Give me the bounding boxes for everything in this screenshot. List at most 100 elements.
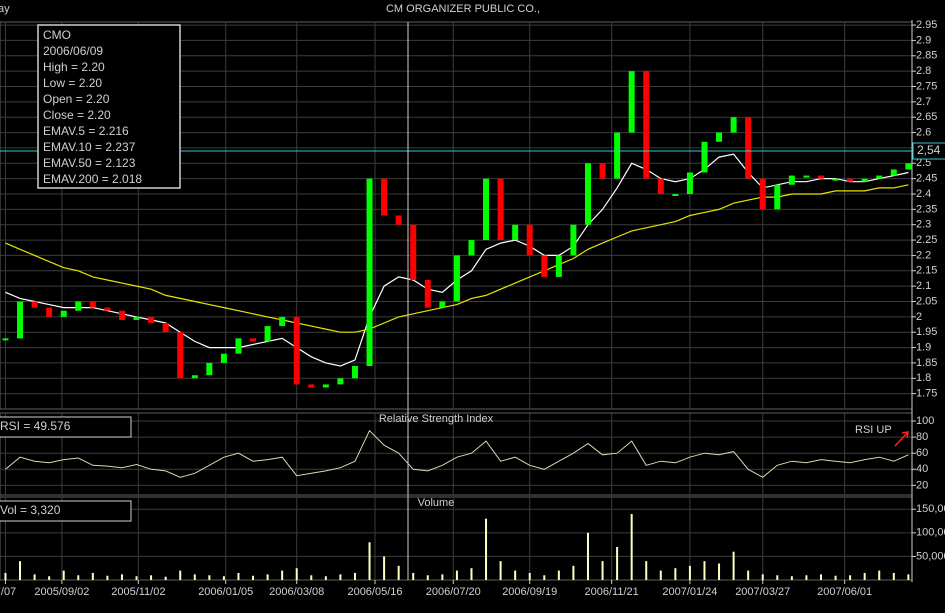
volume-bar xyxy=(805,575,808,580)
volume-bar xyxy=(441,574,444,580)
candle xyxy=(206,362,213,376)
volume-bar xyxy=(252,575,255,580)
panel-title: Volume xyxy=(418,497,455,509)
y-tick-label: 40 xyxy=(916,463,928,475)
candle xyxy=(439,301,446,308)
volume-bar xyxy=(455,570,458,580)
candle xyxy=(264,326,271,342)
candle xyxy=(322,384,329,388)
candle xyxy=(672,194,679,196)
candle xyxy=(570,224,577,256)
volume-bar xyxy=(237,572,240,580)
volume-bar xyxy=(266,574,269,580)
candle xyxy=(599,163,606,179)
candle xyxy=(526,224,533,256)
volume-bar xyxy=(747,570,750,580)
y-tick-label: 1.95 xyxy=(916,326,937,338)
volume-bar xyxy=(19,561,22,580)
y-tick-label: 1.85 xyxy=(916,357,937,369)
candle xyxy=(381,178,388,216)
candle xyxy=(555,255,562,277)
chart-title: CM ORGANIZER PUBLIC CO., xyxy=(386,3,540,15)
volume-bar xyxy=(179,570,182,580)
candle xyxy=(104,307,111,311)
candle xyxy=(250,338,257,342)
candle xyxy=(133,316,140,320)
x-tick-label: 2007/03/27 xyxy=(735,586,790,598)
y-tick-label: 2.5 xyxy=(916,157,931,169)
candle xyxy=(890,169,897,176)
volume-bar xyxy=(383,556,386,580)
y-tick-label: 2.3 xyxy=(916,219,931,231)
volume-bar xyxy=(426,575,429,580)
info-box xyxy=(37,24,181,189)
volume-bar xyxy=(907,574,910,580)
info-line: EMAV.50 = 2.123 xyxy=(43,156,136,170)
rsi-line xyxy=(5,429,909,478)
ema-line xyxy=(5,184,909,333)
volume-bar xyxy=(718,563,721,580)
candle xyxy=(31,301,38,308)
volume-bar xyxy=(703,561,706,580)
panel-label-box xyxy=(0,416,132,438)
candle xyxy=(861,178,868,182)
panel-title: Relative Strength Index xyxy=(379,413,494,425)
candle xyxy=(774,184,781,210)
y-tick-label: 2.85 xyxy=(916,50,937,62)
candle xyxy=(162,323,169,333)
panel-label-box xyxy=(0,500,132,522)
y-tick-label: 100 xyxy=(916,415,934,427)
y-tick-label: 150,000 xyxy=(916,503,945,515)
volume-bar xyxy=(645,561,648,580)
candle xyxy=(716,132,723,142)
candle xyxy=(745,117,752,179)
volume-bar xyxy=(688,565,691,580)
candle xyxy=(2,338,9,341)
y-tick-label: 2.7 xyxy=(916,96,931,108)
candle xyxy=(89,301,96,308)
panel-label: Vol = 3,320 xyxy=(0,503,61,517)
volume-bar xyxy=(674,568,677,580)
volume-bar xyxy=(761,574,764,580)
y-tick-label: 50,000 xyxy=(916,550,945,562)
volume-bar xyxy=(834,575,837,580)
x-tick-label: 2006/09/19 xyxy=(502,586,557,598)
x-tick-label: 2006/07/20 xyxy=(426,586,481,598)
x-tick-label: 2006/01/05 xyxy=(198,586,253,598)
volume-bar xyxy=(849,575,852,580)
volume-bar xyxy=(776,575,779,580)
volume-bar xyxy=(878,570,881,580)
volume-bar xyxy=(33,574,36,580)
x-tick-label: 2007/01/24 xyxy=(662,586,717,598)
x-tick-label: 2007/06/01 xyxy=(817,586,872,598)
volume-bar xyxy=(659,570,662,580)
volume-bar xyxy=(120,574,123,580)
candle xyxy=(686,172,693,194)
volume-bar xyxy=(412,572,415,580)
volume-bar xyxy=(790,576,793,580)
volume-bar xyxy=(281,570,284,580)
candle xyxy=(876,175,883,179)
volume-bar xyxy=(586,532,589,580)
volume-bar xyxy=(4,572,7,580)
candle xyxy=(788,175,795,185)
info-line: CMO xyxy=(43,28,71,42)
volume-bar xyxy=(324,576,327,580)
candle xyxy=(497,178,504,241)
x-tick-label: 2005/09/02 xyxy=(34,586,89,598)
volume-bar xyxy=(164,576,167,580)
y-tick-label: 2.1 xyxy=(916,280,931,292)
y-tick-label: 20 xyxy=(916,479,928,491)
y-tick-label: 2.75 xyxy=(916,80,937,92)
candle xyxy=(803,175,810,178)
volume-bar xyxy=(310,575,313,580)
x-tick-label: 2005/11/02 xyxy=(111,586,165,598)
candle xyxy=(60,310,67,317)
volume-bar xyxy=(892,572,895,580)
volume-bar xyxy=(732,551,735,580)
annotation-arrow xyxy=(894,431,909,447)
candle xyxy=(643,71,650,179)
candle xyxy=(279,316,286,327)
candle xyxy=(730,117,737,133)
